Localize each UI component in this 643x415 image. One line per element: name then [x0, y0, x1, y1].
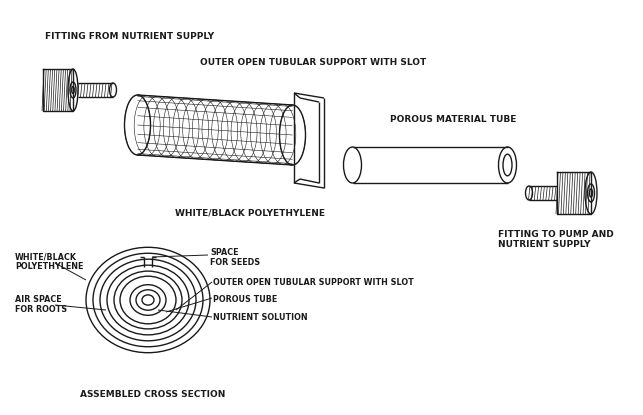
- Ellipse shape: [114, 271, 182, 329]
- Text: POROUS MATERIAL TUBE: POROUS MATERIAL TUBE: [390, 115, 516, 124]
- Text: FITTING FROM NUTRIENT SUPPLY: FITTING FROM NUTRIENT SUPPLY: [45, 32, 214, 41]
- Text: ASSEMBLED CROSS SECTION: ASSEMBLED CROSS SECTION: [80, 390, 226, 399]
- Text: NUTRIENT SOLUTION: NUTRIENT SOLUTION: [213, 313, 307, 322]
- Ellipse shape: [68, 69, 78, 111]
- Ellipse shape: [585, 172, 597, 214]
- Text: POROUS TUBE: POROUS TUBE: [213, 295, 277, 304]
- Text: AIR SPACE
FOR ROOTS: AIR SPACE FOR ROOTS: [15, 295, 67, 315]
- Text: OUTER OPEN TUBULAR SUPPORT WITH SLOT: OUTER OPEN TUBULAR SUPPORT WITH SLOT: [213, 278, 413, 287]
- Text: WHITE/BLACK POLYETHYLENE: WHITE/BLACK POLYETHYLENE: [175, 208, 325, 217]
- Text: FITTING TO PUMP AND
NUTRIENT SUPPLY: FITTING TO PUMP AND NUTRIENT SUPPLY: [498, 230, 614, 249]
- Text: OUTER OPEN TUBULAR SUPPORT WITH SLOT: OUTER OPEN TUBULAR SUPPORT WITH SLOT: [200, 58, 426, 67]
- Text: WHITE/BLACK
POLYETHYLENE: WHITE/BLACK POLYETHYLENE: [15, 252, 84, 271]
- Text: SPACE
FOR SEEDS: SPACE FOR SEEDS: [210, 248, 260, 267]
